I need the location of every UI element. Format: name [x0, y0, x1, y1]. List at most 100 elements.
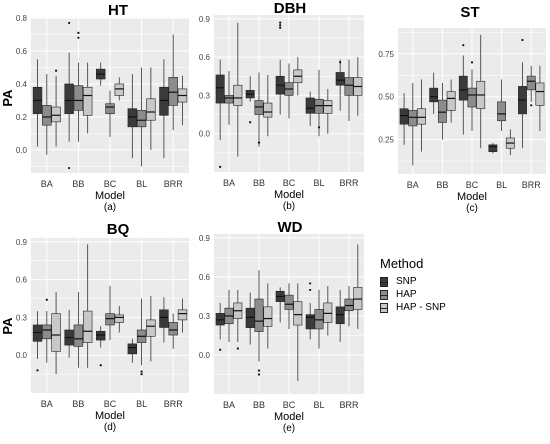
box-iqr	[417, 108, 426, 125]
box-ht-ba-hapsnp	[51, 69, 61, 147]
box-st-bb-hapsnp	[446, 79, 456, 123]
outlier-point	[219, 348, 222, 351]
x-tick-label: BC	[104, 179, 117, 189]
box-iqr	[323, 302, 333, 323]
box-bq-brr-hap	[168, 313, 178, 349]
box-dbh-bc-snp	[275, 21, 285, 115]
box-dbh-brr-hap	[344, 59, 354, 121]
box-iqr	[159, 309, 169, 328]
box-iqr	[263, 306, 273, 327]
box-iqr	[344, 298, 354, 312]
y-tick-label: 0.3	[16, 313, 28, 322]
box-iqr	[526, 75, 536, 91]
x-tick-label: BC	[283, 178, 296, 188]
outlier-point	[309, 282, 312, 285]
y-tick-label: 0.0	[199, 351, 211, 360]
box-iqr	[535, 82, 545, 106]
box-dbh-bb-hap	[254, 72, 264, 147]
panel-title: HT	[108, 2, 128, 19]
panel-title: DBH	[274, 0, 307, 17]
legend-label-hap-snp: HAP - SNP	[396, 302, 446, 313]
box-iqr	[42, 324, 52, 340]
y-axis-label: PA	[0, 317, 15, 335]
box-ht-brr-hap	[168, 34, 178, 131]
box-bq-bl-snp	[127, 338, 138, 363]
box-iqr	[105, 313, 115, 326]
x-tick-label: BL	[136, 399, 147, 409]
legend-item-hap-snp: HAP - SNP	[380, 301, 540, 314]
box-st-brr-hap	[526, 65, 536, 107]
box-wd-bl-hapsnp	[323, 286, 333, 336]
box-iqr	[314, 98, 324, 114]
x-axis-label: Model	[95, 190, 125, 202]
box-ht-brr-snp	[159, 59, 169, 159]
outlier-point	[236, 347, 239, 350]
y-tick-label: 0.0	[16, 146, 28, 155]
x-axis-label: Model	[95, 410, 125, 422]
x-tick-label: BC	[283, 400, 296, 410]
y-tick-label: 0.3	[199, 312, 211, 321]
x-tick-label: BA	[223, 178, 235, 188]
box-ht-bb-hap	[73, 31, 84, 142]
box-iqr	[344, 77, 354, 96]
box-dbh-bl-hapsnp	[323, 89, 333, 134]
y-tick-label: 0.8	[16, 14, 28, 23]
box-bq-bl-hap	[136, 298, 147, 376]
x-tick-label: BA	[407, 180, 419, 190]
box-ht-bb-hapsnp	[82, 62, 93, 134]
box-iqr	[335, 306, 345, 325]
y-tick-label: 0.6	[16, 276, 28, 285]
y-tick-label: 0.2	[16, 113, 28, 122]
box-iqr	[114, 83, 124, 96]
box-st-ba-hapsnp	[417, 79, 426, 152]
legend-item-snp: SNP	[380, 275, 540, 288]
box-wd-ba-snp	[215, 302, 225, 351]
box-iqr	[127, 108, 138, 128]
panel-title: ST	[460, 4, 479, 21]
panel-wd: 0.0 0.3 0.6 0.9 BA BB BC BL BRR Model(e) WD	[199, 219, 364, 434]
legend-title: Method	[380, 256, 424, 271]
outlier-point	[140, 372, 143, 376]
x-tick-label: BRR	[339, 178, 359, 188]
box-bq-ba-hap	[42, 298, 52, 363]
x-tick-label: BA	[41, 179, 53, 189]
box-iqr	[51, 313, 61, 352]
y-tick-label: 0.6	[199, 53, 211, 62]
y-tick-label: 0.0	[199, 130, 211, 139]
y-tick-label: 0.25	[378, 136, 394, 145]
box-iqr	[323, 100, 333, 114]
box-iqr	[293, 301, 303, 326]
y-tick-label: 0.6	[16, 47, 28, 56]
box-bq-bb-snp	[64, 309, 74, 358]
outlier-point	[530, 104, 533, 107]
box-wd-ba-hap	[224, 289, 234, 342]
box-dbh-bc-hap	[284, 63, 294, 119]
y-axis-label: PA	[0, 89, 15, 107]
box-bq-ba-hapsnp	[51, 292, 61, 375]
panel-label: (c)	[466, 203, 478, 214]
x-axis-label: Model	[274, 189, 304, 201]
y-tick-label: 0.9	[199, 15, 211, 24]
box-dbh-ba-hapsnp	[233, 22, 243, 157]
box-iqr	[263, 102, 273, 118]
box-iqr	[64, 83, 74, 114]
box-iqr	[245, 307, 255, 328]
box-st-ba-snp	[399, 93, 409, 145]
x-tick-label: BB	[72, 399, 84, 409]
box-iqr	[127, 343, 138, 355]
box-iqr	[177, 309, 188, 321]
box-iqr	[51, 106, 61, 123]
outlier-point	[140, 370, 143, 373]
box-iqr	[353, 287, 363, 310]
box-ht-ba-hap	[42, 74, 52, 155]
box-st-bc-hapsnp	[476, 34, 486, 149]
box-bq-bb-hap	[73, 292, 84, 368]
box-ht-bb-snp	[64, 21, 74, 170]
x-tick-label: BA	[41, 399, 53, 409]
outlier-point	[279, 26, 282, 29]
box-wd-ba-hapsnp	[233, 289, 243, 350]
box-iqr	[399, 108, 409, 125]
box-iqr	[233, 84, 243, 106]
x-axis-label: Model	[457, 191, 487, 203]
box-ht-bc-hapsnp	[114, 77, 124, 101]
